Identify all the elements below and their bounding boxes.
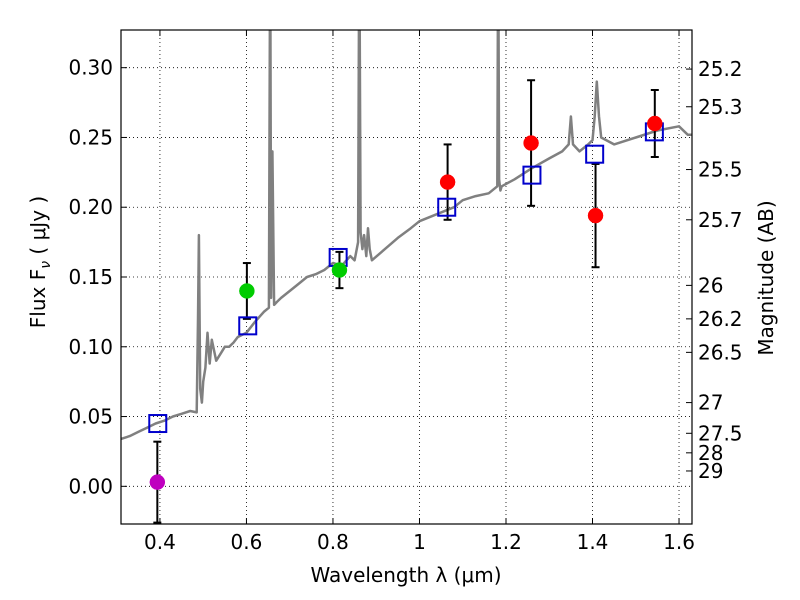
x-tick-label: 0.6 bbox=[231, 530, 263, 554]
y2-tick-label: 26.5 bbox=[698, 340, 743, 364]
y2-tick-label: 25.2 bbox=[698, 57, 743, 81]
x-tick-label: 0.8 bbox=[317, 530, 349, 554]
observed-photometry-point bbox=[647, 115, 663, 132]
y-tick-label: 0.30 bbox=[68, 56, 113, 80]
model-photometry-square bbox=[238, 316, 258, 336]
y-axis-title-main: Flux F bbox=[26, 269, 50, 328]
observed-photometry-point bbox=[439, 174, 456, 190]
axis-ticks: 0.4 0.6 0.8 1 1.2 1.4 1.6 0.00 0.05 0.10 0.15 0.20 0… bbox=[68, 30, 743, 554]
y-tick-label: 0.15 bbox=[68, 265, 113, 289]
x-tick-label: 1 bbox=[413, 530, 426, 554]
grid bbox=[121, 30, 692, 524]
spectrum-layer bbox=[121, 30, 692, 441]
x-tick-label: 0.4 bbox=[144, 530, 176, 554]
y-tick-label: 0.20 bbox=[68, 195, 113, 219]
y-tick-label: 0.05 bbox=[68, 405, 113, 429]
observed-photometry-point bbox=[587, 207, 604, 224]
observed-photometry-point bbox=[149, 474, 166, 490]
y2-tick-label: 26 bbox=[698, 273, 723, 297]
model-photometry-markers bbox=[148, 122, 664, 434]
model-photometry-square bbox=[437, 197, 457, 217]
error-bars bbox=[153, 79, 659, 524]
plot-frame bbox=[120, 29, 693, 525]
model-photometry-square bbox=[148, 414, 168, 434]
observed-photometry-point bbox=[331, 262, 348, 278]
observed-photometry-point bbox=[523, 135, 539, 151]
y-axis-title: Flux Fν ( μJy ) bbox=[26, 196, 54, 328]
y-axis-title-subscript: ν bbox=[38, 261, 54, 269]
x-axis-title: Wavelength λ (μm) bbox=[310, 563, 501, 587]
y-tick-label: 0.25 bbox=[68, 125, 113, 149]
y-tick-label: 0.00 bbox=[68, 474, 113, 498]
y-tick-label: 0.10 bbox=[68, 335, 113, 359]
y2-tick-label: 26.2 bbox=[698, 307, 743, 331]
model-photometry-square bbox=[585, 144, 605, 164]
y2-tick-label: 25.7 bbox=[698, 208, 743, 232]
y2-tick-label: 29 bbox=[698, 459, 723, 483]
y2-tick-label: 27.5 bbox=[698, 421, 743, 445]
y-axis-title-unit: ( μJy ) bbox=[26, 196, 50, 261]
y2-tick-label: 28 bbox=[698, 441, 723, 465]
y2-tick-label: 25.5 bbox=[698, 158, 743, 182]
observed-photometry-markers bbox=[149, 115, 663, 490]
spectrum-line bbox=[121, 30, 692, 441]
x-tick-label: 1.6 bbox=[663, 530, 695, 554]
model-photometry-square bbox=[522, 165, 542, 185]
y2-tick-label: 27 bbox=[698, 391, 723, 415]
x-tick-label: 1.2 bbox=[490, 530, 522, 554]
observed-photometry-point bbox=[239, 283, 255, 299]
y2-tick-label: 25.3 bbox=[698, 95, 743, 119]
y2-axis-title: Magnitude (AB) bbox=[754, 200, 778, 355]
x-tick-label: 1.4 bbox=[577, 530, 609, 554]
